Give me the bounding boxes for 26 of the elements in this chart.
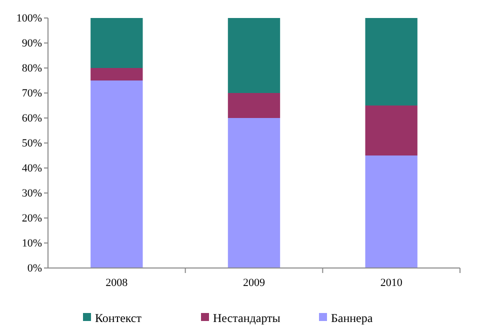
bar [228,93,280,118]
y-tick-label: 70% [22,88,42,100]
y-tick-label: 40% [22,162,42,175]
y-tick-label: 60% [22,112,42,125]
y-tick-label: 80% [22,62,42,75]
y-tick-label: 50% [22,138,42,150]
y-tick-label: 10% [22,238,42,250]
bar [90,68,143,80]
bar [365,156,418,268]
x-tick-label: 2008 [106,277,128,289]
x-tick-label: 2009 [243,277,266,289]
y-tick-label: 100% [16,12,42,25]
bar [90,18,143,68]
legend-label: Контекст [95,310,142,325]
y-tick-label: 30% [22,188,42,200]
bar [228,118,280,268]
y-tick-label: 20% [22,212,42,225]
legend-label: Баннера [331,310,374,325]
bar [365,106,418,156]
y-tick-label: 90% [22,38,42,50]
y-tick-label: 0% [27,262,42,275]
bar [365,18,418,106]
bar [228,18,280,93]
x-tick-label: 2010 [380,277,403,289]
bar [90,80,143,268]
legend-label: Нестандарты [213,310,280,325]
